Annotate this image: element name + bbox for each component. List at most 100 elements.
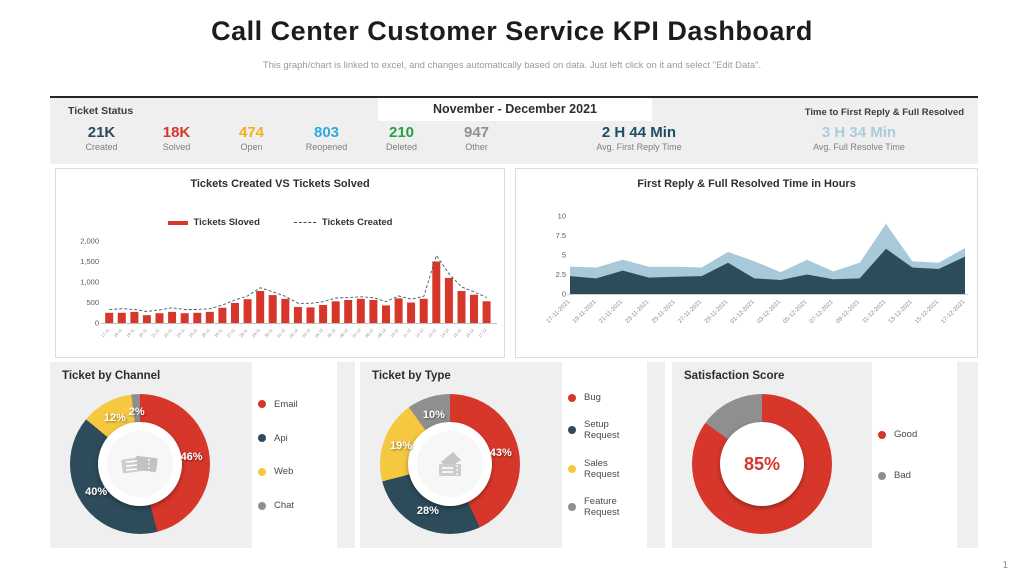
bar-tickets-solved[interactable] [130,311,139,323]
kpi-value: 947 [463,124,490,141]
line-tickets-created[interactable] [109,254,487,312]
bar-tickets-solved[interactable] [356,298,365,323]
bar-tickets-solved[interactable] [281,298,290,323]
legend-label: Tickets Created [321,217,393,228]
svg-text:2.5: 2.5 [556,270,566,279]
period-label: November - December 2021 [378,98,652,121]
svg-text:29-11-2021: 29-11-2021 [704,299,730,325]
svg-text:07-12-2021: 07-12-2021 [809,299,835,325]
bar-tickets-solved[interactable] [168,311,177,323]
bar-tickets-solved[interactable] [419,298,428,323]
donut-slice-label-feature-request: 10% [422,408,445,421]
bar-tickets-solved[interactable] [470,294,478,323]
legend-label: Tickets Sloved [193,217,260,228]
area-chart-title: First Reply & Full Resolved Time in Hour… [637,178,856,190]
bar-tickets-solved[interactable] [180,313,189,323]
legend-dot-icon [258,400,266,409]
legend-label: Chat [274,500,295,512]
svg-text:03-12: 03-12 [301,327,312,339]
bar-tickets-solved[interactable] [331,301,340,323]
donut-slice-label-sales-request: 19% [390,440,413,453]
legend-item-email: Email [258,399,331,410]
svg-text:10-12: 10-12 [389,327,400,339]
type-donut[interactable]: 43% 28% 19% 10% [380,394,520,534]
svg-text:01-12: 01-12 [276,327,287,339]
svg-text:25-11-2021: 25-11-2021 [651,299,677,325]
legend-item-tickets-created: Tickets Created [293,217,393,228]
page-number: 1 [1002,560,1008,571]
kpi-stats-row: 21K Created 18K Solved 474 Open 803 Reopened 210… [64,124,964,162]
bar-chart-legend: Tickets Sloved Tickets Created [56,217,504,228]
bar-tickets-solved[interactable] [394,298,403,323]
satisfaction-donut-title: Satisfaction Score [684,370,785,382]
kpi-stat-created: 21K Created [64,124,139,153]
svg-text:17-11-2021: 17-11-2021 [546,299,572,325]
legend-item-web: Web [258,466,331,477]
area-first-reply[interactable] [570,248,965,294]
svg-text:29-11: 29-11 [251,327,262,338]
svg-text:14-12: 14-12 [439,327,450,339]
satisfaction-donut[interactable]: 85% [692,394,832,534]
legend-label: Setup Request [584,419,620,442]
bar-tickets-solved[interactable] [293,307,302,323]
bar-tickets-solved[interactable] [243,299,252,323]
bar-tickets-solved[interactable] [482,301,491,323]
bar-tickets-solved[interactable] [444,277,453,323]
svg-text:04-12: 04-12 [314,327,325,339]
channel-legend: Email Api Web Chat [252,362,337,548]
satisfaction-donut-center: 85% [720,422,804,506]
kpi-label: Deleted [385,142,418,152]
svg-text:0: 0 [562,290,566,299]
legend-item-bug: Bug [568,392,641,403]
legend-label: Bug [584,392,601,404]
legend-dot-icon [568,426,576,435]
legend-item-sales-request: Sales Request [568,458,641,480]
tickets-created-vs-solved-panel: Tickets Created VS Tickets Solved Ticket… [55,168,505,358]
ticket-status-label: Ticket Status [68,105,134,117]
bar-tickets-solved[interactable] [432,261,441,324]
legend-label: Api [274,432,288,444]
bar-tickets-solved[interactable] [268,295,277,323]
legend-dot-icon [878,430,886,439]
svg-text:2,000: 2,000 [80,237,99,246]
legend-item-chat: Chat [258,500,331,511]
bar-tickets-solved[interactable] [205,311,214,323]
bar-tickets-solved[interactable] [407,302,416,324]
svg-text:24-11: 24-11 [188,327,199,338]
bar-tickets-solved[interactable] [155,313,164,323]
page-title: Call Center Customer Service KPI Dashboa… [211,16,813,46]
reply-time-area-chart[interactable]: 10 7.5 5 2.5 017-11-2021 19-11-2021 21-11-2021… [520,199,975,355]
bar-tickets-solved[interactable] [382,305,390,323]
bar-tickets-solved[interactable] [256,291,265,323]
bar-tickets-solved[interactable] [344,300,353,323]
svg-text:15-12: 15-12 [452,327,463,339]
legend-item-bad: Bad [878,470,951,481]
bar-tickets-solved[interactable] [218,307,227,323]
type-donut-title: Ticket by Type [372,370,451,382]
channel-donut[interactable]: 46% 40% 12% 2% [70,394,210,534]
bar-tickets-solved[interactable] [457,291,466,323]
legend-dot-icon [568,464,576,473]
svg-text:19-11: 19-11 [125,327,136,338]
legend-item-api: Api [258,433,331,444]
svg-text:5: 5 [562,251,566,260]
svg-text:12-12: 12-12 [414,327,425,339]
bar-tickets-solved[interactable] [319,305,328,323]
svg-text:08-12: 08-12 [364,327,375,339]
page-subtitle: This graph/chart is linked to excel, and… [262,60,762,71]
bar-tickets-solved[interactable] [117,312,126,324]
bar-tickets-solved[interactable] [105,312,114,324]
kpi-label: Reopened [305,142,348,152]
bar-tickets-solved[interactable] [193,312,202,324]
bar-tickets-solved[interactable] [306,307,315,323]
bar-tickets-solved[interactable] [369,300,378,323]
svg-text:01-12-2021: 01-12-2021 [730,299,756,325]
bar-tickets-solved[interactable] [142,315,151,323]
svg-text:1,500: 1,500 [80,257,99,266]
tickets-icon [121,455,158,474]
satisfaction-score-panel: Satisfaction Score 85% Good Bad [672,362,978,548]
type-legend: Bug Setup Request Sales Request Feature Req… [562,362,647,548]
svg-text:09-12: 09-12 [376,327,387,339]
bar-tickets-solved[interactable] [231,302,239,323]
